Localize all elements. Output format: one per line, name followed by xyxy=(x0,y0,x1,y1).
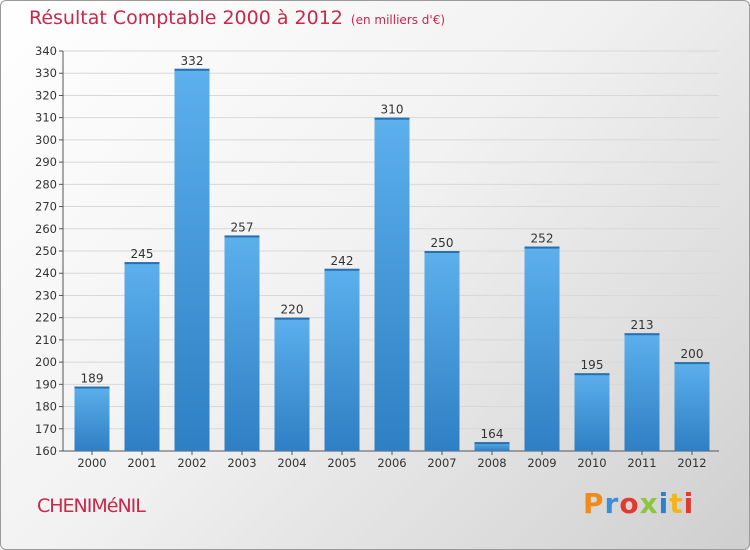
bar-top-2009 xyxy=(524,246,560,249)
value-label-2003: 257 xyxy=(231,220,254,234)
bar-top-2006 xyxy=(374,117,410,120)
y-tick-label: 230 xyxy=(35,288,57,302)
x-tick-label: 2008 xyxy=(477,456,506,470)
x-tick-label: 2007 xyxy=(427,456,456,470)
logo-letter: o xyxy=(619,487,640,520)
value-labels: 189 245 332 257 220 242 310 250 164 252 195 213 200 xyxy=(81,54,704,441)
proxiti-logo: Proxiti xyxy=(583,487,694,520)
bar-2004 xyxy=(274,317,310,451)
bar-top-2001 xyxy=(124,262,160,265)
bar-2000 xyxy=(74,386,110,451)
bar-top-2008 xyxy=(474,442,510,445)
bar-top-2011 xyxy=(624,333,660,336)
bar-2001 xyxy=(124,262,160,451)
value-label-2012: 200 xyxy=(681,347,704,361)
bar-2010 xyxy=(574,373,610,451)
bar-2003 xyxy=(224,235,260,451)
y-tick-label: 160 xyxy=(35,444,57,458)
x-tick-label: 2005 xyxy=(327,456,356,470)
title-text: Résultat Comptable 2000 à 2012 xyxy=(29,7,343,29)
y-tick-label: 190 xyxy=(35,377,57,391)
x-tick-label: 2010 xyxy=(577,456,606,470)
y-tick-label: 250 xyxy=(35,244,57,258)
bar-top-2000 xyxy=(74,386,110,389)
y-tick-label: 170 xyxy=(35,422,57,436)
bar-2011 xyxy=(624,333,660,451)
title-unit: (en milliers d'€) xyxy=(350,13,446,27)
bar-2012 xyxy=(674,362,710,451)
bar-top-2003 xyxy=(224,235,260,238)
y-tick-label: 200 xyxy=(35,355,57,369)
bar-2005 xyxy=(324,268,360,451)
x-tick-label: 2004 xyxy=(277,456,306,470)
y-tick-label: 180 xyxy=(35,400,57,414)
value-label-2002: 332 xyxy=(181,54,204,68)
value-label-2001: 245 xyxy=(131,247,154,261)
bar-top-2005 xyxy=(324,268,360,271)
value-label-2011: 213 xyxy=(631,318,654,332)
bar-2006 xyxy=(374,117,410,452)
x-tick-label: 2006 xyxy=(377,456,406,470)
value-label-2000: 189 xyxy=(81,372,104,386)
bar-top-2010 xyxy=(574,373,610,376)
x-tick-label: 2009 xyxy=(527,456,556,470)
x-tick-label: 2003 xyxy=(227,456,256,470)
x-tick-label: 2012 xyxy=(677,456,706,470)
bar-top-2012 xyxy=(674,362,710,365)
y-tick-label: 260 xyxy=(35,222,57,236)
bar-top-2002 xyxy=(174,68,210,71)
y-tick-label: 290 xyxy=(35,155,57,169)
bar-2002 xyxy=(174,68,210,452)
chart-title: Résultat Comptable 2000 à 2012 (en millie… xyxy=(29,7,445,29)
logo-letter: r xyxy=(604,487,620,520)
logo-letter: x xyxy=(639,487,659,520)
bar-top-2007 xyxy=(424,251,460,253)
logo-letter: i xyxy=(658,487,670,520)
value-label-2010: 195 xyxy=(581,358,604,372)
x-tick-label: 2002 xyxy=(177,456,206,470)
x-tick-label: 2001 xyxy=(127,456,156,470)
y-tick-label: 270 xyxy=(35,200,57,214)
y-tick-label: 310 xyxy=(35,111,57,125)
value-label-2006: 310 xyxy=(381,103,404,117)
y-tick-label: 210 xyxy=(35,333,57,347)
y-tick-label: 300 xyxy=(35,133,57,147)
x-tick-label: 2011 xyxy=(627,456,656,470)
value-label-2007: 250 xyxy=(431,236,454,250)
logo-letter: i xyxy=(683,487,695,520)
y-tick-label: 220 xyxy=(35,311,57,325)
logo-letter: t xyxy=(669,487,684,520)
y-tick-label: 240 xyxy=(35,266,57,280)
y-tick-label: 280 xyxy=(35,177,57,191)
y-tick-label: 320 xyxy=(35,88,57,102)
bar-top-2004 xyxy=(274,317,310,320)
y-tick-label: 330 xyxy=(35,66,57,80)
bars xyxy=(74,68,710,452)
x-tick-label: 2000 xyxy=(77,456,106,470)
y-tick-label: 340 xyxy=(35,44,57,58)
value-label-2008: 164 xyxy=(481,427,504,441)
commune-name: CHENIMéNIL xyxy=(37,495,146,517)
bar-2009 xyxy=(524,246,560,451)
value-label-2009: 252 xyxy=(531,232,554,246)
value-label-2005: 242 xyxy=(331,254,354,268)
logo-letter: P xyxy=(583,487,605,520)
bar-2007 xyxy=(424,251,460,451)
value-label-2004: 220 xyxy=(281,303,304,317)
bar-2008 xyxy=(474,442,510,451)
